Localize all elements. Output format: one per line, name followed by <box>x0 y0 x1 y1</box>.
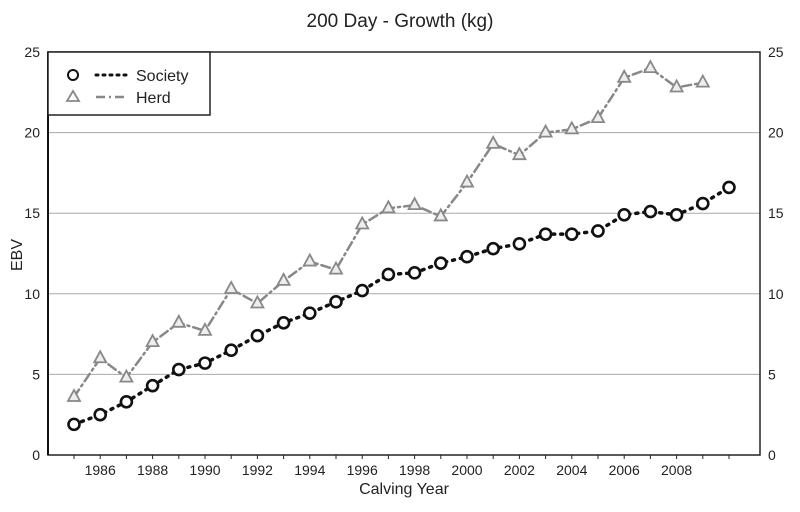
data-point-society <box>224 343 238 358</box>
chart-title: 200 Day - Growth (kg) <box>307 11 494 32</box>
y-tick-label-right: 5 <box>768 366 776 382</box>
legend-herd-label: Herd <box>136 90 171 107</box>
data-point-herd <box>328 260 344 275</box>
x-tick-label: 1996 <box>347 462 378 478</box>
data-point-herd <box>538 123 554 138</box>
data-point-society <box>564 227 579 241</box>
data-point-society <box>538 227 553 241</box>
data-point-herd <box>145 333 161 348</box>
data-point-society <box>145 378 160 393</box>
data-point-herd <box>459 173 475 188</box>
legend: Society Herd <box>47 51 211 116</box>
data-point-herd <box>407 196 423 211</box>
x-tick-label: 1998 <box>399 462 430 478</box>
data-point-society <box>591 224 605 238</box>
data-point-society <box>276 316 291 330</box>
data-point-herd <box>433 207 449 222</box>
y-tick-label-left: 15 <box>24 205 40 221</box>
data-point-society <box>119 395 134 409</box>
data-point-herd <box>590 109 606 123</box>
data-point-herd <box>564 120 580 135</box>
data-point-society <box>329 295 343 309</box>
data-point-society <box>695 196 710 211</box>
data-point-herd <box>171 313 187 328</box>
data-point-herd <box>642 59 658 74</box>
data-point-society <box>250 328 265 343</box>
data-point-society <box>381 267 396 282</box>
legend-box <box>47 51 211 116</box>
data-point-society <box>433 256 448 270</box>
data-point-society <box>67 417 81 432</box>
data-point-herd <box>223 280 239 294</box>
data-point-society <box>198 356 212 370</box>
data-point-herd <box>616 68 632 83</box>
y-tick-label-right: 25 <box>768 44 784 60</box>
data-point-society <box>355 283 370 298</box>
y-tick-label-right: 10 <box>768 286 784 302</box>
data-point-herd <box>669 78 685 93</box>
series-line-herd <box>72 66 705 399</box>
y-tick-label-right: 20 <box>768 125 784 141</box>
data-point-herd <box>118 368 134 383</box>
data-point-herd <box>485 135 501 149</box>
x-tick-label: 2002 <box>504 462 535 478</box>
x-tick-label: 2004 <box>556 462 587 478</box>
data-point-society <box>172 362 186 377</box>
data-point-herd <box>354 215 370 230</box>
y-axis-label: EBV <box>9 239 26 271</box>
legend-society-marker <box>67 69 79 81</box>
data-point-society <box>93 407 107 422</box>
data-point-society <box>617 208 632 222</box>
x-tick-label: 1992 <box>242 462 273 478</box>
data-point-society <box>486 241 501 256</box>
data-point-herd <box>92 349 108 364</box>
y-tick-label-left: 0 <box>32 447 40 463</box>
data-point-herd <box>380 199 396 214</box>
x-tick-label: 2008 <box>661 462 692 478</box>
series-line-society <box>72 185 731 427</box>
y-tick-label-left: 10 <box>24 286 40 302</box>
data-point-herd <box>276 272 292 286</box>
x-tick-label: 1988 <box>137 462 168 478</box>
legend-society-label: Society <box>136 68 188 85</box>
data-point-herd <box>197 321 213 336</box>
data-point-herd <box>249 294 265 309</box>
y-tick-label-right: 15 <box>768 205 784 221</box>
x-tick-label: 1986 <box>85 462 116 478</box>
x-tick-label: 2006 <box>609 462 640 478</box>
x-tick-label: 1994 <box>294 462 325 478</box>
data-point-herd <box>302 252 318 267</box>
data-point-society <box>512 237 527 251</box>
data-point-society <box>643 204 658 219</box>
y-tick-label-left: 25 <box>24 44 40 60</box>
x-tick-label: 1990 <box>189 462 220 478</box>
data-point-herd <box>511 146 527 161</box>
data-point-society <box>669 208 684 222</box>
data-point-society <box>460 249 474 264</box>
y-tick-label-right: 0 <box>768 447 776 463</box>
data-point-herd <box>695 73 711 88</box>
y-tick-label-left: 5 <box>32 366 40 382</box>
x-tick-label: 2000 <box>451 462 482 478</box>
data-point-society <box>407 266 422 280</box>
data-point-society <box>722 180 736 195</box>
data-point-society <box>302 306 317 320</box>
x-axis-label: Calving Year <box>359 481 450 498</box>
legend-herd-marker <box>65 89 81 102</box>
y-tick-label-left: 20 <box>24 125 40 141</box>
data-point-herd <box>66 388 82 402</box>
